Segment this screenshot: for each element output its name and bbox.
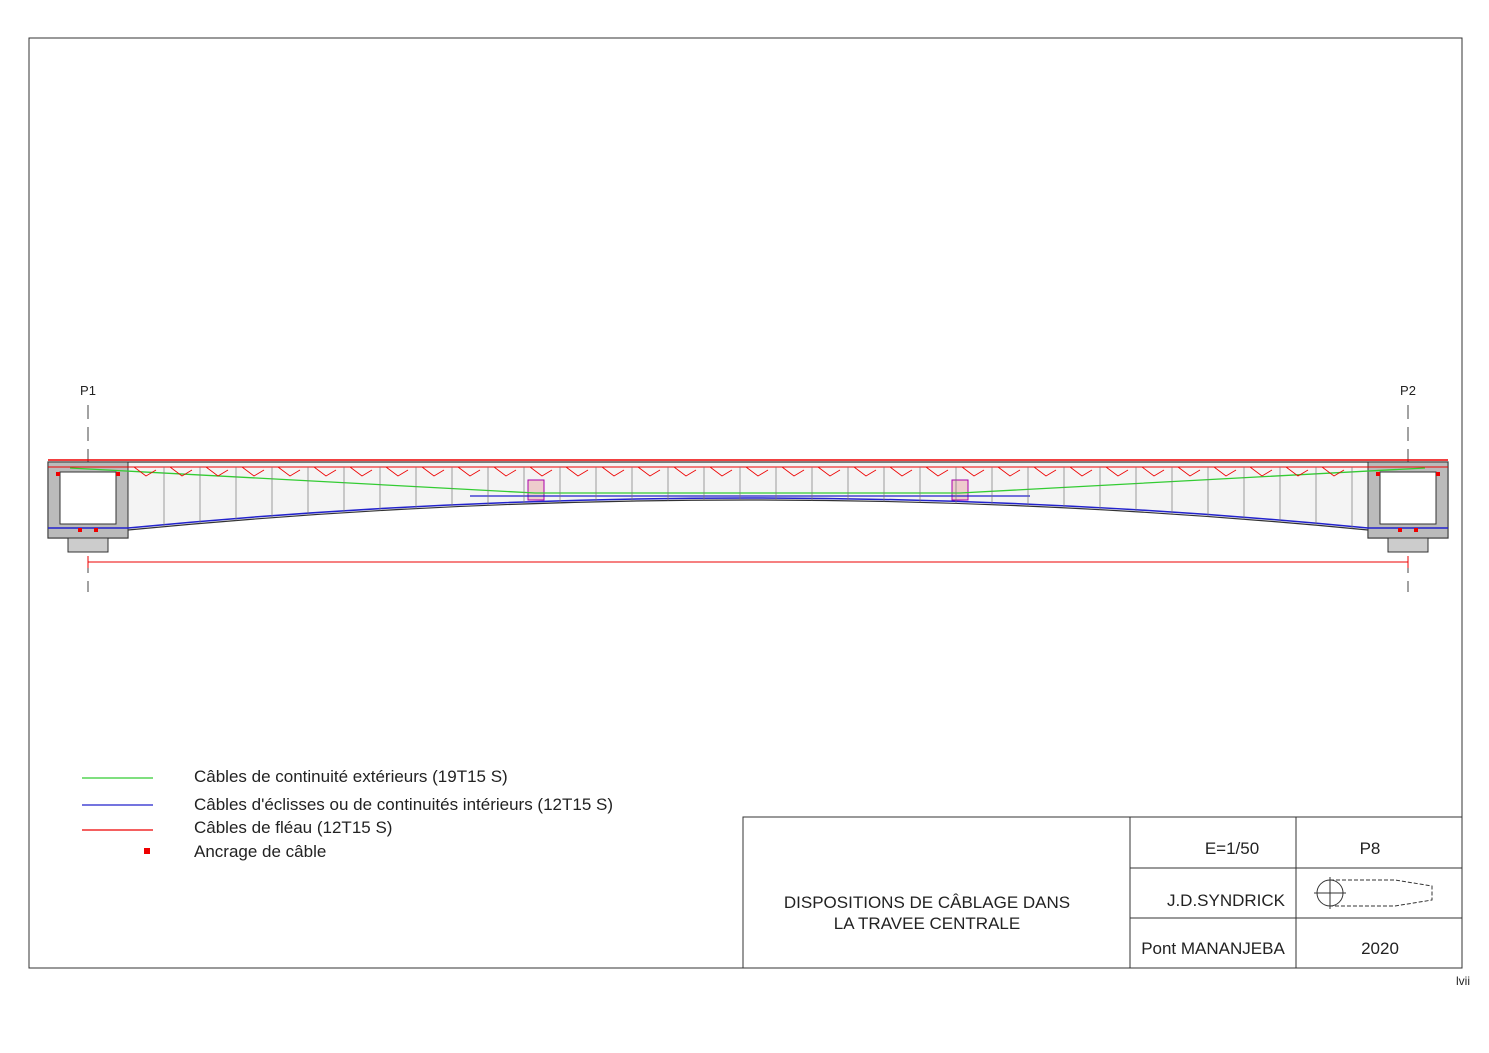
segment-detail — [1141, 466, 1165, 477]
segment-detail — [889, 466, 913, 477]
legend-swatch — [144, 848, 150, 854]
segment-detail — [1398, 528, 1402, 532]
segment-detail — [1177, 466, 1201, 477]
segment-detail — [709, 466, 733, 477]
segment-detail — [961, 466, 985, 477]
segment-detail — [673, 466, 697, 477]
segment-detail — [241, 466, 265, 477]
segment-detail — [817, 466, 841, 477]
segment-detail — [1249, 466, 1273, 477]
sheet: P8 — [1360, 839, 1381, 858]
pier-label: P2 — [1400, 383, 1416, 398]
segment-detail — [1414, 528, 1418, 532]
segment-detail — [94, 528, 98, 532]
segment-detail — [1321, 466, 1345, 477]
segment-detail — [565, 466, 589, 477]
segment-detail — [1376, 472, 1380, 476]
legend-label: Câbles de fléau (12T15 S) — [194, 818, 392, 837]
segment-detail — [385, 466, 409, 477]
pier-label: P1 — [80, 383, 96, 398]
page-number: lvii — [1456, 974, 1470, 988]
year: 2020 — [1361, 939, 1399, 958]
segment-detail — [205, 466, 229, 477]
segment-detail — [421, 466, 445, 477]
segment-detail — [78, 528, 82, 532]
segment-detail — [313, 466, 337, 477]
segment-detail — [493, 466, 517, 477]
segment-detail — [457, 466, 481, 477]
segment-detail — [1285, 466, 1309, 477]
segment-detail — [1436, 472, 1440, 476]
segment-detail — [1069, 466, 1093, 477]
segment-detail — [133, 466, 157, 477]
segment-detail — [1033, 466, 1057, 477]
segment-detail — [349, 466, 373, 477]
author: J.D.SYNDRICK — [1167, 891, 1286, 910]
title: LA TRAVEE CENTRALE — [834, 914, 1020, 933]
segment-detail — [781, 466, 805, 477]
segment-detail — [529, 466, 553, 477]
scale: E=1/50 — [1205, 839, 1259, 858]
segment-detail — [853, 466, 877, 477]
segment-detail — [277, 466, 301, 477]
legend-label: Câbles de continuité extérieurs (19T15 S… — [194, 767, 508, 786]
segment-detail — [56, 472, 60, 476]
legend-label: Câbles d'éclisses ou de continuités inté… — [194, 795, 613, 814]
segment-detail — [745, 466, 769, 477]
title: DISPOSITIONS DE CÂBLAGE DANS — [784, 893, 1070, 912]
segment-detail — [997, 466, 1021, 477]
legend-label: Ancrage de câble — [194, 842, 326, 861]
segment-detail — [925, 466, 949, 477]
segment-detail — [1213, 466, 1237, 477]
bridge-deck — [47, 459, 1449, 568]
segment-detail — [1105, 466, 1129, 477]
segment-detail — [169, 466, 193, 477]
title-block — [742, 816, 1463, 969]
project: Pont MANANJEBA — [1141, 939, 1285, 958]
segment-detail — [116, 472, 120, 476]
segment-detail — [637, 466, 661, 477]
segment-detail — [601, 466, 625, 477]
